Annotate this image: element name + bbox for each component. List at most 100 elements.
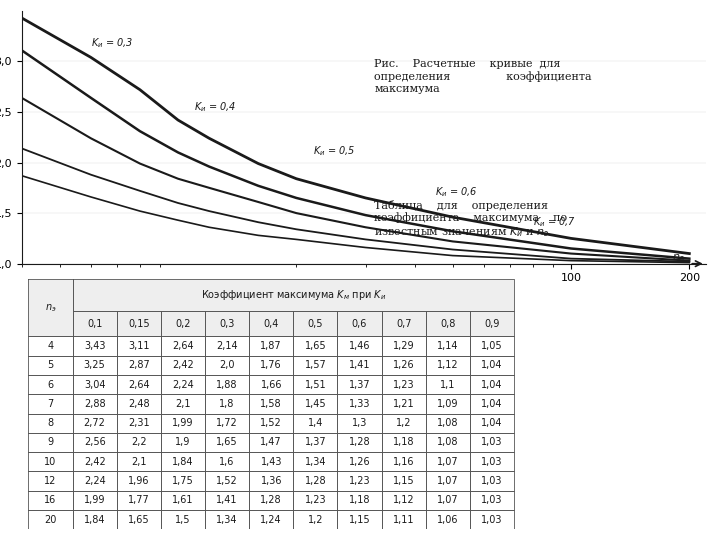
Text: 1,37: 1,37 xyxy=(348,380,370,390)
Text: 8: 8 xyxy=(48,418,53,428)
Text: 1,77: 1,77 xyxy=(128,495,150,505)
Text: 1,15: 1,15 xyxy=(348,515,370,524)
Text: 2,1: 2,1 xyxy=(175,399,191,409)
Text: 1,28: 1,28 xyxy=(305,476,326,486)
Text: 1,65: 1,65 xyxy=(305,341,326,351)
Text: $K_и$ = 0,4: $K_и$ = 0,4 xyxy=(194,100,237,114)
Text: 1,34: 1,34 xyxy=(217,515,238,524)
Text: 1,37: 1,37 xyxy=(305,437,326,448)
Bar xyxy=(338,312,382,336)
Text: 1,41: 1,41 xyxy=(217,495,238,505)
Text: 16: 16 xyxy=(45,495,57,505)
Text: 2,2: 2,2 xyxy=(131,437,147,448)
Text: 1,47: 1,47 xyxy=(261,437,282,448)
Text: 1,23: 1,23 xyxy=(393,380,415,390)
Text: 2,42: 2,42 xyxy=(172,360,194,370)
Text: 1,03: 1,03 xyxy=(481,495,503,505)
Text: 1,08: 1,08 xyxy=(437,437,459,448)
Text: 0,2: 0,2 xyxy=(175,319,191,329)
Text: 1,3: 1,3 xyxy=(352,418,367,428)
Text: 1,57: 1,57 xyxy=(305,360,326,370)
Text: 0,3: 0,3 xyxy=(220,319,235,329)
Text: 2,56: 2,56 xyxy=(84,437,106,448)
Text: 0,9: 0,9 xyxy=(485,319,500,329)
Text: 0,4: 0,4 xyxy=(264,319,279,329)
Text: 3,25: 3,25 xyxy=(84,360,106,370)
Text: 12: 12 xyxy=(45,476,57,486)
Text: 1,36: 1,36 xyxy=(261,476,282,486)
Text: 4: 4 xyxy=(48,341,53,351)
Bar xyxy=(161,312,205,336)
Text: 1,75: 1,75 xyxy=(172,476,194,486)
Bar xyxy=(382,312,426,336)
Text: 2,42: 2,42 xyxy=(84,457,106,467)
Text: 1,28: 1,28 xyxy=(261,495,282,505)
Text: 1,29: 1,29 xyxy=(393,341,415,351)
Bar xyxy=(249,312,293,336)
Text: 1,18: 1,18 xyxy=(393,437,415,448)
Text: 1,04: 1,04 xyxy=(481,418,503,428)
Bar xyxy=(293,312,338,336)
Text: 0,7: 0,7 xyxy=(396,319,411,329)
Bar xyxy=(73,312,117,336)
Text: 2,48: 2,48 xyxy=(128,399,150,409)
Text: 1,05: 1,05 xyxy=(481,341,503,351)
Text: 1,43: 1,43 xyxy=(261,457,282,467)
Bar xyxy=(205,312,249,336)
Bar xyxy=(426,312,470,336)
Text: 0,15: 0,15 xyxy=(128,319,150,329)
Text: 1,84: 1,84 xyxy=(84,515,105,524)
Text: 1,6: 1,6 xyxy=(220,457,235,467)
Text: 1,51: 1,51 xyxy=(305,380,326,390)
Text: 2,24: 2,24 xyxy=(84,476,106,486)
Text: 0,6: 0,6 xyxy=(352,319,367,329)
Text: 2,31: 2,31 xyxy=(128,418,150,428)
Text: 1,16: 1,16 xyxy=(393,457,415,467)
Text: 1,33: 1,33 xyxy=(348,399,370,409)
Text: 1,4: 1,4 xyxy=(307,418,323,428)
Text: 2,0: 2,0 xyxy=(220,360,235,370)
Text: 2,1: 2,1 xyxy=(131,457,147,467)
Text: 1,07: 1,07 xyxy=(437,457,459,467)
Text: 10: 10 xyxy=(45,457,57,467)
Text: 1,8: 1,8 xyxy=(220,399,235,409)
Text: 2,72: 2,72 xyxy=(84,418,106,428)
Text: 2,88: 2,88 xyxy=(84,399,105,409)
Text: $K_и$ = 0,6: $K_и$ = 0,6 xyxy=(435,185,477,199)
Text: 1,65: 1,65 xyxy=(128,515,150,524)
Text: 1,24: 1,24 xyxy=(261,515,282,524)
Text: 1,14: 1,14 xyxy=(437,341,459,351)
Text: 1,03: 1,03 xyxy=(481,476,503,486)
Text: 1,99: 1,99 xyxy=(84,495,105,505)
Text: 1,23: 1,23 xyxy=(305,495,326,505)
Text: 9: 9 xyxy=(48,437,53,448)
Text: 1,06: 1,06 xyxy=(437,515,459,524)
Bar xyxy=(73,279,514,312)
Text: 3,43: 3,43 xyxy=(84,341,105,351)
Text: $K_и$ = 0,3: $K_и$ = 0,3 xyxy=(91,36,133,50)
Text: 1,12: 1,12 xyxy=(393,495,415,505)
Text: 1,08: 1,08 xyxy=(437,418,459,428)
Text: 1,66: 1,66 xyxy=(261,380,282,390)
Text: 2,24: 2,24 xyxy=(172,380,194,390)
Text: 1,15: 1,15 xyxy=(393,476,415,486)
Text: Рис.    Расчетные    кривые  для
определения                коэффициента
максиму: Рис. Расчетные кривые для определения ко… xyxy=(374,59,592,93)
Text: 1,41: 1,41 xyxy=(348,360,370,370)
Text: 0,8: 0,8 xyxy=(440,319,456,329)
Text: 1,45: 1,45 xyxy=(305,399,326,409)
Text: 1,84: 1,84 xyxy=(172,457,194,467)
Text: 1,03: 1,03 xyxy=(481,457,503,467)
Text: 1,34: 1,34 xyxy=(305,457,326,467)
Text: 1,23: 1,23 xyxy=(348,476,370,486)
Text: 1,2: 1,2 xyxy=(307,515,323,524)
Text: Таблица    для    определения
коэффициента    максимума    по
известным значения: Таблица для определения коэффициента мак… xyxy=(374,200,567,239)
Text: 1,04: 1,04 xyxy=(481,360,503,370)
Text: 1,04: 1,04 xyxy=(481,399,503,409)
Text: 1,07: 1,07 xyxy=(437,476,459,486)
Text: 1,26: 1,26 xyxy=(348,457,370,467)
Text: 2,87: 2,87 xyxy=(128,360,150,370)
Bar xyxy=(117,312,161,336)
Text: 0,5: 0,5 xyxy=(307,319,323,329)
Text: 2,64: 2,64 xyxy=(128,380,150,390)
Text: 1,2: 1,2 xyxy=(396,418,411,428)
